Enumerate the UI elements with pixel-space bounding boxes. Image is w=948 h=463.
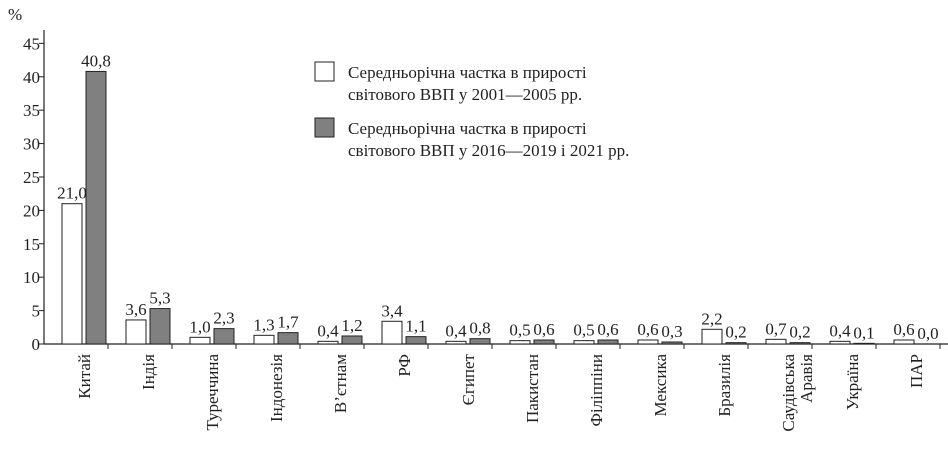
- value-label: 40,8: [81, 51, 111, 70]
- value-label: 2,2: [701, 309, 722, 328]
- y-tick-label: 45: [23, 34, 40, 53]
- bar: [829, 340, 851, 345]
- value-label: 0,4: [829, 321, 851, 340]
- y-tick-label: 20: [23, 201, 40, 220]
- value-label: 3,6: [125, 300, 146, 319]
- value-label: 0,6: [597, 320, 618, 339]
- bar: [125, 319, 147, 345]
- value-label: 0,7: [765, 319, 787, 338]
- bar: [61, 203, 83, 345]
- x-tick-label: Пакистан: [523, 354, 542, 423]
- x-tick-label: В’єтнам: [331, 354, 350, 413]
- bar: [253, 334, 275, 345]
- legend-swatch: [314, 117, 335, 138]
- bar: [277, 332, 299, 345]
- value-label: 0,6: [893, 320, 914, 339]
- y-tick-label: 0: [32, 335, 41, 354]
- value-label: 0,6: [637, 320, 658, 339]
- bar: [725, 342, 747, 345]
- value-label: 0,4: [445, 321, 467, 340]
- bar: [533, 339, 555, 345]
- bar: [701, 328, 723, 345]
- y-tick-label: 15: [23, 235, 40, 254]
- x-tick-label: Індонезія: [267, 354, 286, 422]
- bar: [149, 308, 171, 345]
- bar: [893, 339, 915, 345]
- value-label: 2,3: [213, 309, 234, 328]
- x-tick-label: СаудівськаАравія: [779, 354, 816, 432]
- legend-swatch: [314, 61, 335, 82]
- y-tick-label: 10: [23, 268, 40, 287]
- value-label: 1,1: [405, 317, 426, 336]
- value-label: 1,3: [253, 315, 274, 334]
- y-tick-label: 30: [23, 135, 40, 154]
- value-label: 1,0: [189, 317, 210, 336]
- y-tick-label: 5: [32, 302, 41, 321]
- bar: [469, 338, 491, 345]
- x-tick-label: Індія: [139, 354, 158, 390]
- bar: [405, 336, 427, 345]
- bar: [637, 339, 659, 345]
- bar: [189, 336, 211, 345]
- bar: [317, 340, 339, 345]
- value-label: 0,2: [725, 323, 746, 342]
- bar: [853, 342, 875, 345]
- bar: [445, 340, 467, 345]
- bar: [661, 341, 683, 345]
- x-tick-label: Мексика: [651, 354, 670, 417]
- value-label: 5,3: [149, 289, 170, 308]
- x-tick-label: Бразилія: [715, 354, 734, 417]
- value-label: 0,2: [789, 323, 810, 342]
- value-label: 21,0: [57, 184, 87, 203]
- x-tick-label: РФ: [395, 354, 414, 377]
- value-label: 0,3: [661, 322, 682, 341]
- bar: [509, 340, 531, 345]
- value-label: 0,6: [533, 320, 554, 339]
- x-tick-label: Україна: [843, 354, 862, 411]
- value-label: 1,7: [277, 313, 299, 332]
- y-axis-label: %: [8, 5, 22, 24]
- value-label: 3,4: [381, 301, 403, 320]
- legend-label: Середньорічна частка в прирості світового…: [348, 63, 587, 104]
- y-tick-label: 25: [23, 168, 40, 187]
- legend-label: Середньорічна частка в прирості світового…: [348, 119, 629, 160]
- value-label: 0,0: [917, 324, 938, 343]
- value-label: 0,4: [317, 321, 339, 340]
- bar: [765, 338, 787, 345]
- bar: [597, 339, 619, 345]
- x-tick-label: Філіппіни: [587, 354, 606, 426]
- bar: [341, 335, 363, 345]
- x-tick-label: Єгипет: [459, 353, 478, 405]
- bar: [573, 340, 595, 345]
- bar: [213, 328, 235, 345]
- value-label: 1,2: [341, 316, 362, 335]
- x-tick-label: ПАР: [907, 354, 926, 388]
- x-tick-label: Туреччина: [203, 354, 222, 431]
- bar: [789, 342, 811, 345]
- bar: [381, 320, 403, 345]
- value-label: 0,1: [853, 323, 874, 342]
- value-label: 0,8: [469, 319, 490, 338]
- value-label: 0,5: [509, 321, 530, 340]
- value-label: 0,5: [573, 321, 594, 340]
- bar: [85, 70, 107, 345]
- y-tick-label: 35: [23, 101, 40, 120]
- y-tick-label: 40: [23, 68, 40, 87]
- x-tick-label: Китай: [75, 354, 94, 399]
